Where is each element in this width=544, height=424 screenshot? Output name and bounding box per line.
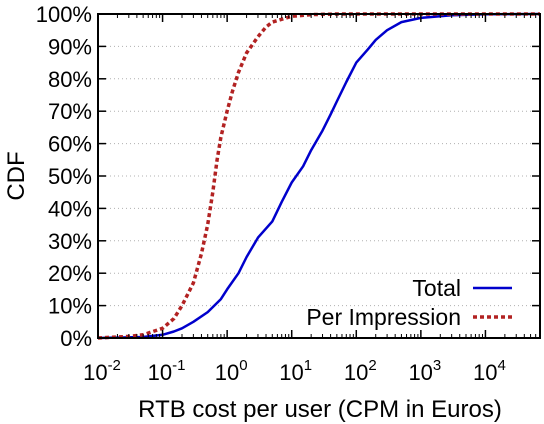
x-tick-base: 10 xyxy=(344,360,368,385)
y-tick-label: 40% xyxy=(48,196,92,221)
legend-label: Per Impression xyxy=(306,304,461,330)
x-axis-tick-labels: 10-2 10-1 100 101 102 103 104 xyxy=(83,357,506,385)
y-tick-label: 80% xyxy=(48,67,92,92)
x-tick-exponent: -1 xyxy=(172,357,185,374)
y-tick-label: 90% xyxy=(48,34,92,59)
x-tick-label: 10-2 xyxy=(83,357,121,385)
x-tick-base: 10 xyxy=(83,360,107,385)
x-tick-label: 100 xyxy=(215,357,248,385)
x-tick-label: 101 xyxy=(279,357,312,385)
y-axis-title: CDF xyxy=(3,151,30,200)
x-tick-label: 10-1 xyxy=(148,357,186,385)
y-tick-label: 10% xyxy=(48,294,92,319)
x-axis-title: RTB cost per user (CPM in Euros) xyxy=(138,396,502,423)
legend: Total Per Impression xyxy=(306,275,512,330)
x-tick-exponent: 3 xyxy=(433,357,441,374)
x-tick-exponent: -2 xyxy=(108,357,121,374)
y-tick-label: 70% xyxy=(48,99,92,124)
x-tick-exponent: 2 xyxy=(368,357,376,374)
x-tick-base: 10 xyxy=(215,360,239,385)
x-tick-label: 104 xyxy=(473,357,506,385)
x-tick-exponent: 1 xyxy=(304,357,312,374)
x-tick-exponent: 4 xyxy=(498,357,506,374)
y-tick-label: 30% xyxy=(48,229,92,254)
y-axis-tick-labels: 0% 10% 20% 30% 40% 50% 60% 70% 80% 90% 100% xyxy=(36,2,92,351)
y-tick-label: 20% xyxy=(48,261,92,286)
y-tick-label: 100% xyxy=(36,2,92,27)
grid xyxy=(98,46,540,305)
x-tick-base: 10 xyxy=(148,360,172,385)
legend-label: Total xyxy=(412,275,461,301)
x-tick-base: 10 xyxy=(473,360,497,385)
y-tick-label: 0% xyxy=(60,326,92,351)
y-tick-label: 50% xyxy=(48,164,92,189)
x-tick-label: 102 xyxy=(344,357,377,385)
x-tick-label: 103 xyxy=(408,357,441,385)
x-tick-base: 10 xyxy=(408,360,432,385)
x-tick-exponent: 0 xyxy=(239,357,247,374)
y-tick-label: 60% xyxy=(48,132,92,157)
x-tick-base: 10 xyxy=(279,360,303,385)
